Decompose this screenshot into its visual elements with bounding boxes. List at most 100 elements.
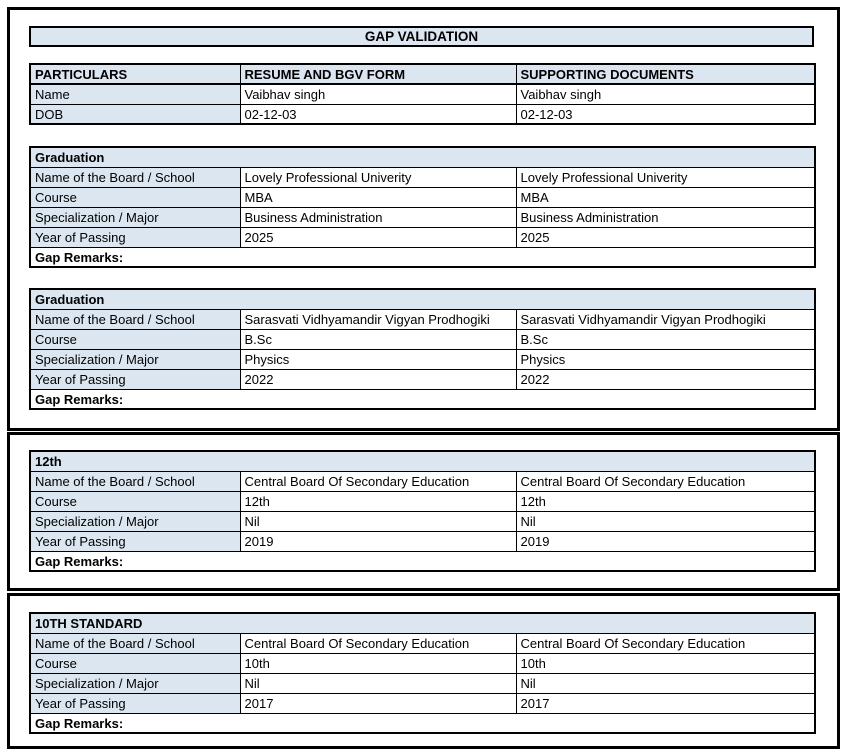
specialization-supporting-value: Business Administration xyxy=(515,206,816,228)
year-resume-value: 2017 xyxy=(239,692,517,714)
board-resume-value: Central Board Of Secondary Education xyxy=(239,632,517,654)
table-row: Year of Passing 2017 2017 xyxy=(29,692,816,714)
document-box-bottom: 10TH STANDARD Name of the Board / School… xyxy=(7,593,840,749)
course-label: Course xyxy=(29,652,241,674)
gap-remarks-label: Gap Remarks: xyxy=(29,388,816,410)
year-supporting-value: 2022 xyxy=(515,368,816,390)
gap-remarks-label: Gap Remarks: xyxy=(29,712,816,734)
course-resume-value: B.Sc xyxy=(239,328,517,350)
course-supporting-value: 12th xyxy=(515,490,816,512)
section-table-10th: 10TH STANDARD Name of the Board / School… xyxy=(29,612,817,734)
course-resume-value: 10th xyxy=(239,652,517,674)
column-header-particulars: PARTICULARS xyxy=(29,63,241,85)
table-row: Course B.Sc B.Sc xyxy=(29,328,816,350)
course-resume-value: MBA xyxy=(239,186,517,208)
table-row: Year of Passing 2022 2022 xyxy=(29,368,816,390)
board-resume-value: Central Board Of Secondary Education xyxy=(239,470,517,492)
table-row: DOB 02-12-03 02-12-03 xyxy=(29,103,816,125)
table-row: Name of the Board / School Central Board… xyxy=(29,470,816,492)
table-row: Specialization / Major Physics Physics xyxy=(29,348,816,370)
table-row: Course 12th 12th xyxy=(29,490,816,512)
year-label: Year of Passing xyxy=(29,226,241,248)
table-row: Name of the Board / School Sarasvati Vid… xyxy=(29,308,816,330)
table-row: Course 10th 10th xyxy=(29,652,816,674)
section-title-row: 10TH STANDARD xyxy=(29,612,816,634)
board-label: Name of the Board / School xyxy=(29,308,241,330)
gap-remarks-label: Gap Remarks: xyxy=(29,246,816,268)
table-row: Year of Passing 2019 2019 xyxy=(29,530,816,552)
particulars-table: PARTICULARS RESUME AND BGV FORM SUPPORTI… xyxy=(29,63,816,125)
specialization-resume-value: Nil xyxy=(239,672,517,694)
table-row: Specialization / Major Business Administ… xyxy=(29,206,816,228)
course-label: Course xyxy=(29,186,241,208)
table-row: Specialization / Major Nil Nil xyxy=(29,510,816,532)
section-table-graduation-1: Graduation Name of the Board / School Lo… xyxy=(29,146,816,268)
specialization-supporting-value: Physics xyxy=(515,348,816,370)
year-label: Year of Passing xyxy=(29,692,241,714)
name-resume-value: Vaibhav singh xyxy=(239,83,517,105)
gap-remarks-label: Gap Remarks: xyxy=(29,550,816,572)
board-resume-value: Sarasvati Vidhyamandir Vigyan Prodhogiki xyxy=(239,308,517,330)
course-supporting-value: 10th xyxy=(515,652,816,674)
year-label: Year of Passing xyxy=(29,368,241,390)
year-label: Year of Passing xyxy=(29,530,241,552)
table-row: Specialization / Major Nil Nil xyxy=(29,672,816,694)
specialization-supporting-value: Nil xyxy=(515,510,816,532)
dob-label: DOB xyxy=(29,103,241,125)
board-supporting-value: Sarasvati Vidhyamandir Vigyan Prodhogiki xyxy=(515,308,816,330)
name-supporting-value: Vaibhav singh xyxy=(515,83,816,105)
year-supporting-value: 2017 xyxy=(515,692,816,714)
dob-resume-value: 02-12-03 xyxy=(239,103,517,125)
board-supporting-value: Central Board Of Secondary Education xyxy=(515,470,816,492)
specialization-label: Specialization / Major xyxy=(29,206,241,228)
gap-remarks-row: Gap Remarks: xyxy=(29,712,816,734)
section-title-row: Graduation xyxy=(29,288,816,310)
document-box-top: GAP VALIDATION PARTICULARS RESUME AND BG… xyxy=(7,7,840,431)
board-supporting-value: Central Board Of Secondary Education xyxy=(515,632,816,654)
particulars-header-row: PARTICULARS RESUME AND BGV FORM SUPPORTI… xyxy=(29,63,816,85)
board-label: Name of the Board / School xyxy=(29,166,241,188)
section-table-12th: 12th Name of the Board / School Central … xyxy=(29,450,816,572)
table-row: Course MBA MBA xyxy=(29,186,816,208)
course-label: Course xyxy=(29,328,241,350)
gap-remarks-row: Gap Remarks: xyxy=(29,550,816,572)
specialization-label: Specialization / Major xyxy=(29,348,241,370)
section-table-graduation-2: Graduation Name of the Board / School Sa… xyxy=(29,288,816,410)
year-resume-value: 2025 xyxy=(239,226,517,248)
page-title-text: GAP VALIDATION xyxy=(364,29,479,44)
section-title-row: 12th xyxy=(29,450,816,472)
document-box-middle: 12th Name of the Board / School Central … xyxy=(7,432,840,591)
table-row: Year of Passing 2025 2025 xyxy=(29,226,816,248)
year-resume-value: 2019 xyxy=(239,530,517,552)
board-label: Name of the Board / School xyxy=(29,632,241,654)
section-title: 12th xyxy=(29,450,816,472)
gap-remarks-row: Gap Remarks: xyxy=(29,388,816,410)
table-row: Name of the Board / School Central Board… xyxy=(29,632,816,654)
specialization-resume-value: Physics xyxy=(239,348,517,370)
board-supporting-value: Lovely Professional Univerity xyxy=(515,166,816,188)
specialization-resume-value: Nil xyxy=(239,510,517,532)
table-row: Name Vaibhav singh Vaibhav singh xyxy=(29,83,816,105)
course-resume-value: 12th xyxy=(239,490,517,512)
section-title-row: Graduation xyxy=(29,146,816,168)
course-supporting-value: MBA xyxy=(515,186,816,208)
specialization-resume-value: Business Administration xyxy=(239,206,517,228)
table-row: Name of the Board / School Lovely Profes… xyxy=(29,166,816,188)
gap-remarks-row: Gap Remarks: xyxy=(29,246,816,268)
course-label: Course xyxy=(29,490,241,512)
board-resume-value: Lovely Professional Univerity xyxy=(239,166,517,188)
year-resume-value: 2022 xyxy=(239,368,517,390)
specialization-label: Specialization / Major xyxy=(29,510,241,532)
section-title: Graduation xyxy=(29,288,816,310)
section-title: 10TH STANDARD xyxy=(29,612,816,634)
dob-supporting-value: 02-12-03 xyxy=(515,103,816,125)
section-title: Graduation xyxy=(29,146,816,168)
board-label: Name of the Board / School xyxy=(29,470,241,492)
year-supporting-value: 2019 xyxy=(515,530,816,552)
specialization-label: Specialization / Major xyxy=(29,672,241,694)
column-header-supporting-docs: SUPPORTING DOCUMENTS xyxy=(515,63,816,85)
year-supporting-value: 2025 xyxy=(515,226,816,248)
course-supporting-value: B.Sc xyxy=(515,328,816,350)
page-title: GAP VALIDATION xyxy=(29,26,814,47)
column-header-resume-bgv: RESUME AND BGV FORM xyxy=(239,63,517,85)
